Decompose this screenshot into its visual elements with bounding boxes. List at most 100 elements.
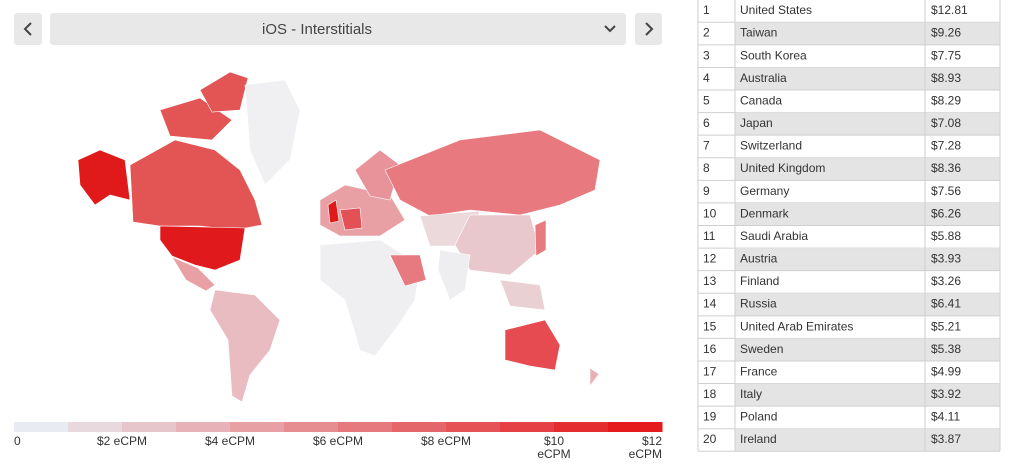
value-cell: $8.93 [931, 71, 961, 85]
legend-label: $8 eCPM [421, 434, 471, 448]
country-cell: Austria [740, 252, 778, 266]
rank-cell: 2 [703, 26, 710, 40]
country-cell: Switzerland [740, 139, 802, 153]
value-cell: $3.87 [931, 432, 961, 446]
value-cell: $7.28 [931, 139, 961, 153]
value-cell: $4.99 [931, 364, 961, 378]
value-cell: $3.92 [931, 387, 961, 401]
rank-cell: 19 [703, 410, 717, 424]
value-cell: $7.08 [931, 116, 961, 130]
country-cell: Australia [740, 71, 787, 85]
row-background [735, 202, 1000, 226]
country-cell: Finland [740, 274, 779, 288]
value-cell: $8.29 [931, 93, 961, 107]
rank-cell: 18 [703, 387, 717, 401]
legend-swatch [392, 422, 447, 432]
row-background [735, 157, 1000, 181]
legend-swatch [230, 422, 285, 432]
row-background [735, 248, 1000, 271]
rank-cell: 20 [703, 432, 717, 446]
rank-cell: 8 [703, 161, 710, 175]
rank-cell: 14 [703, 297, 717, 311]
country-cell: United Arab Emirates [740, 319, 853, 333]
value-cell: $3.26 [931, 274, 961, 288]
value-cell: $4.11 [931, 410, 960, 424]
country-cell: Poland [740, 410, 777, 424]
dropdown[interactable] [50, 13, 626, 45]
country-cell: Canada [740, 93, 782, 107]
legend-swatch [68, 422, 123, 432]
legend-swatch [338, 422, 393, 432]
value-cell: $8.36 [931, 161, 961, 175]
row-background [735, 338, 1000, 361]
legend-label: $12 eCPM [629, 434, 663, 461]
row-background [735, 428, 1000, 452]
rank-cell: 11 [703, 229, 716, 243]
row-background [735, 112, 1000, 136]
country-cell: Russia [740, 297, 777, 311]
legend-label: $2 eCPM [97, 434, 147, 448]
rank-cell: 9 [703, 184, 710, 198]
next-icon [645, 22, 654, 36]
legend-swatch [122, 422, 177, 432]
legend-label: $4 eCPM [205, 434, 255, 448]
rank-cell: 6 [703, 116, 710, 130]
value-cell: $5.38 [931, 342, 961, 356]
value-cell: $5.88 [931, 229, 961, 243]
country-cell: Germany [740, 184, 789, 198]
legend-swatch [14, 422, 69, 432]
legend-swatch [608, 422, 663, 432]
country-cell: Taiwan [740, 26, 777, 40]
row-background [735, 383, 1000, 407]
rank-cell: 15 [703, 319, 717, 333]
value-cell: $3.93 [931, 252, 961, 266]
dropdown-label: iOS - Interstitials [262, 21, 372, 38]
rank-cell: 12 [703, 252, 717, 266]
rank-cell: 10 [703, 206, 717, 220]
country-cell: Italy [740, 387, 762, 401]
legend-swatch [500, 422, 555, 432]
country-cell: Ireland [740, 432, 777, 446]
value-cell: $9.26 [931, 26, 961, 40]
value-cell: $12.81 [931, 3, 968, 17]
rank-cell: 17 [703, 364, 717, 378]
value-cell: $6.26 [931, 206, 961, 220]
rank-cell: 5 [703, 93, 710, 107]
row-background [735, 293, 1000, 316]
country-cell: Denmark [740, 206, 790, 220]
value-cell: $7.56 [931, 184, 961, 198]
legend-label: $6 eCPM [313, 434, 363, 448]
value-cell: $6.41 [931, 297, 961, 311]
country-cell: United States [740, 3, 812, 17]
legend-swatch [284, 422, 339, 432]
prev-icon [23, 22, 32, 36]
dropdown-icon [604, 25, 616, 33]
legend-swatch [554, 422, 609, 432]
rank-cell: 16 [703, 342, 717, 356]
table: 1 United States $12.81 2 Taiwan $9.26 3 South K… [697, 0, 1001, 452]
country-cell: France [740, 364, 778, 378]
country-cell: Sweden [740, 342, 783, 356]
value-cell: $7.75 [931, 48, 961, 62]
legend: 0 $2 eCPM $4 eCPM $6 eCPM $8 eCPM $10 eCPM $12 e… [14, 422, 663, 461]
rank-cell: 3 [703, 48, 710, 62]
country-cell: South Korea [740, 48, 807, 62]
value-cell: $5.21 [931, 319, 961, 333]
country-cell: Japan [740, 116, 773, 130]
prev-button[interactable] [14, 13, 42, 45]
legend-swatch [446, 422, 501, 432]
legend-label: $10 eCPM [537, 434, 570, 461]
world-map [77, 71, 601, 403]
rank-cell: 1 [703, 3, 710, 17]
legend-label: 0 [14, 434, 21, 448]
rank-cell: 7 [703, 139, 710, 153]
rank-cell: 4 [703, 71, 710, 85]
row-background [735, 22, 1000, 45]
legend-swatch [176, 422, 231, 432]
country-cell: Saudi Arabia [740, 229, 808, 243]
country-cell: United Kingdom [740, 161, 825, 175]
next-button[interactable] [635, 13, 662, 45]
rank-cell: 13 [703, 274, 717, 288]
row-background [735, 67, 1000, 91]
